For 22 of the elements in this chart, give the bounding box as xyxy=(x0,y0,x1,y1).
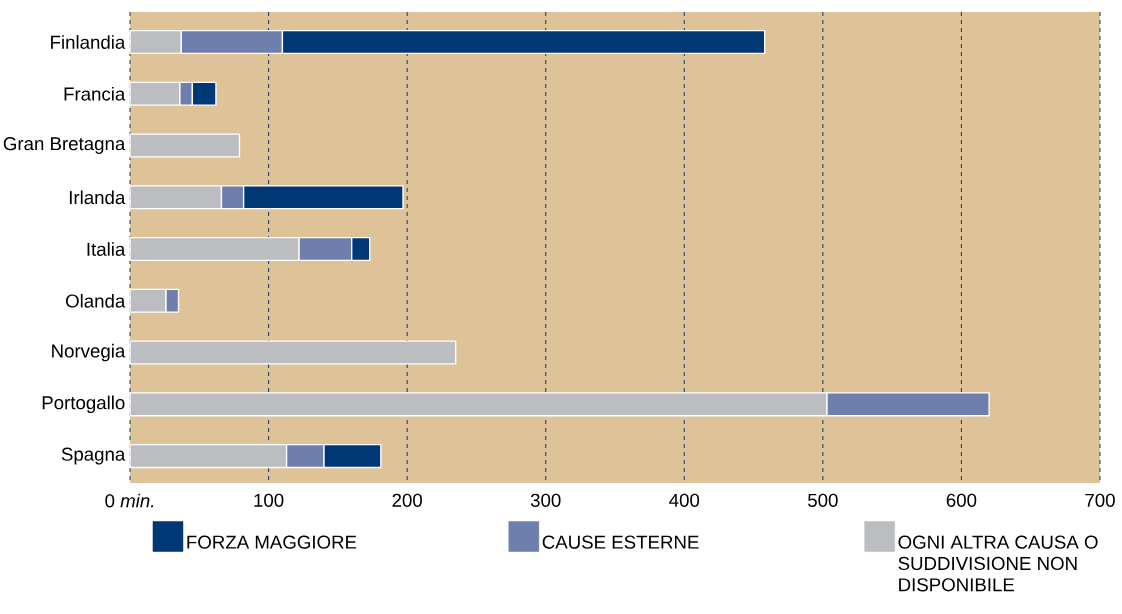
x-tick-label: 700 xyxy=(1085,493,1115,507)
y-tick-label: Norvegia xyxy=(52,343,126,362)
x-tick-label: 200 xyxy=(392,493,422,507)
legend-label: OGNI ALTRA CAUSA O SUDDIVISIONE NON DISPONIBILE xyxy=(898,535,1098,592)
x-tick-label: 0 min. xyxy=(105,493,154,508)
bar xyxy=(129,340,457,365)
y-tick-label: Portogallo xyxy=(42,395,125,414)
x-tick-label: 400 xyxy=(669,493,700,507)
x-tick-label: 300 xyxy=(530,493,561,507)
x-tick-label: 500 xyxy=(808,493,838,507)
legend-label: FORZA MAGGIORE xyxy=(187,535,357,549)
y-tick-label: Olanda xyxy=(65,293,126,308)
bar xyxy=(129,133,241,158)
y-tick-label: Gran Bretagna xyxy=(3,137,126,154)
x-tick-label: 100 xyxy=(254,493,284,507)
x-tick-label: 600 xyxy=(946,493,977,507)
y-tick-label: Finlandia xyxy=(51,35,126,49)
y-tick-label: Spagna xyxy=(61,447,126,465)
y-tick-label: Francia xyxy=(64,86,126,101)
y-tick-label: Italia xyxy=(87,242,126,256)
legend-label: CAUSE ESTERNE xyxy=(542,535,699,549)
y-tick-label: Irlanda xyxy=(69,190,126,205)
